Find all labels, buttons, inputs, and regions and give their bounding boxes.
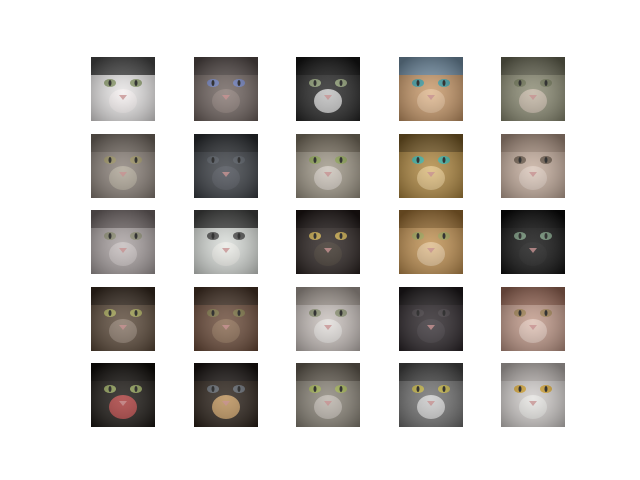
cat-image xyxy=(501,210,565,274)
cat-image xyxy=(194,287,258,351)
tile-shade xyxy=(194,363,258,427)
tile-shade xyxy=(296,363,360,427)
tile-shade xyxy=(501,287,565,351)
tile-shade xyxy=(296,57,360,121)
cat-image xyxy=(399,134,463,198)
cat-image xyxy=(399,57,463,121)
tile-shade xyxy=(296,210,360,274)
tile-shade xyxy=(399,57,463,121)
tile-shade xyxy=(399,210,463,274)
tile-shade xyxy=(91,287,155,351)
tile-shade xyxy=(91,363,155,427)
cat-image xyxy=(91,287,155,351)
tile-shade xyxy=(194,57,258,121)
tile-shade xyxy=(296,134,360,198)
tile-shade xyxy=(194,134,258,198)
cat-image xyxy=(501,287,565,351)
cat-image xyxy=(296,134,360,198)
tile-shade xyxy=(501,134,565,198)
cat-image xyxy=(194,57,258,121)
cat-image xyxy=(399,287,463,351)
tile-shade xyxy=(296,287,360,351)
cat-image xyxy=(296,210,360,274)
cat-image xyxy=(194,134,258,198)
cat-image xyxy=(501,57,565,121)
cat-image xyxy=(296,57,360,121)
cat-image xyxy=(399,210,463,274)
tile-shade xyxy=(91,134,155,198)
cat-image xyxy=(91,57,155,121)
cat-image xyxy=(194,210,258,274)
tile-shade xyxy=(501,363,565,427)
cat-image xyxy=(501,363,565,427)
tile-shade xyxy=(399,363,463,427)
cat-image xyxy=(296,363,360,427)
tile-shade xyxy=(194,287,258,351)
cat-image xyxy=(296,287,360,351)
tile-shade xyxy=(501,210,565,274)
tile-shade xyxy=(194,210,258,274)
cat-image xyxy=(501,134,565,198)
tile-shade xyxy=(91,210,155,274)
tile-shade xyxy=(399,287,463,351)
cat-image xyxy=(91,134,155,198)
tile-shade xyxy=(399,134,463,198)
cat-image xyxy=(91,363,155,427)
cat-image xyxy=(399,363,463,427)
cat-image xyxy=(91,210,155,274)
cat-image xyxy=(194,363,258,427)
tile-shade xyxy=(501,57,565,121)
tile-shade xyxy=(91,57,155,121)
